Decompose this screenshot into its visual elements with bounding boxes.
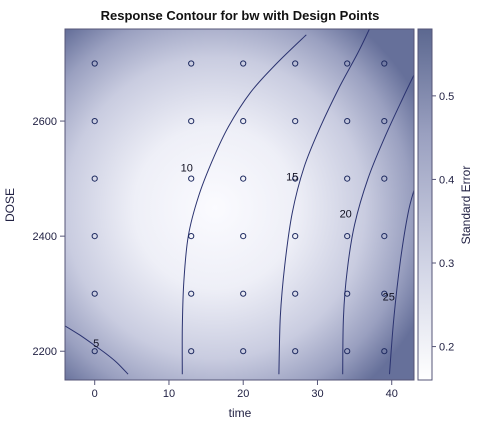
y-tick-label: 2200 xyxy=(33,346,57,358)
design-point xyxy=(381,290,388,297)
design-point xyxy=(381,233,388,240)
contour-line-10 xyxy=(181,34,307,375)
colorbar-tick-label: 0.5 xyxy=(439,91,454,103)
design-point xyxy=(188,175,195,182)
x-tick-label: 20 xyxy=(237,388,249,400)
design-point xyxy=(91,60,98,67)
design-point xyxy=(91,348,98,355)
design-point xyxy=(91,118,98,125)
colorbar-title: Standard Error xyxy=(459,166,473,245)
design-point xyxy=(292,290,299,297)
design-point xyxy=(381,60,388,67)
design-point xyxy=(344,348,351,355)
colorbar-tick-label: 0.3 xyxy=(439,258,454,270)
design-point xyxy=(344,175,351,182)
design-point xyxy=(188,60,195,67)
design-points xyxy=(91,60,388,355)
design-point xyxy=(292,175,299,182)
y-axis-title: DOSE xyxy=(3,188,17,222)
response-surface xyxy=(65,29,414,380)
design-point xyxy=(240,233,247,240)
contour-label-10: 10 xyxy=(181,163,193,175)
x-tick-label: 40 xyxy=(386,388,398,400)
design-point xyxy=(240,290,247,297)
design-point xyxy=(240,348,247,355)
y-tick-label: 2400 xyxy=(33,231,57,243)
design-point xyxy=(344,233,351,240)
design-point xyxy=(91,290,98,297)
contour-label-5: 5 xyxy=(93,338,99,350)
contour-lines xyxy=(65,29,414,375)
colorbar-ticks: 0.2 0.3 0.4 0.5 xyxy=(432,91,454,354)
design-point xyxy=(344,60,351,67)
design-point xyxy=(91,233,98,240)
x-axis-title: time xyxy=(229,406,252,420)
design-point xyxy=(188,233,195,240)
design-point xyxy=(91,175,98,182)
design-point xyxy=(188,290,195,297)
design-point xyxy=(381,118,388,125)
design-point xyxy=(240,175,247,182)
design-point xyxy=(292,348,299,355)
design-point xyxy=(240,60,247,67)
design-point xyxy=(188,118,195,125)
design-point xyxy=(188,348,195,355)
design-point xyxy=(292,233,299,240)
x-tick-label: 30 xyxy=(311,388,323,400)
contour-line-15 xyxy=(278,29,370,375)
design-point xyxy=(292,60,299,67)
y-axis: 2200 2400 2600 xyxy=(33,116,65,358)
contour-line-5 xyxy=(65,325,129,375)
chart-title: Response Contour for bw with Design Poin… xyxy=(101,8,380,23)
x-tick-label: 0 xyxy=(92,388,98,400)
x-tick-label: 10 xyxy=(163,388,175,400)
contour-labels: 5 10 15 20 25 xyxy=(93,163,395,351)
contour-line-20 xyxy=(342,74,414,375)
x-axis: 0 10 20 30 40 xyxy=(92,380,398,400)
contour-label-15: 15 xyxy=(286,171,298,183)
y-tick-label: 2600 xyxy=(33,116,57,128)
design-point xyxy=(292,118,299,125)
contour-line-25 xyxy=(389,189,414,375)
design-point xyxy=(344,290,351,297)
design-point xyxy=(344,118,351,125)
design-point xyxy=(381,175,388,182)
plot-frame xyxy=(64,28,415,381)
contour-label-25: 25 xyxy=(383,292,395,304)
colorbar-tick-label: 0.4 xyxy=(439,174,454,186)
design-point xyxy=(381,348,388,355)
design-point xyxy=(240,118,247,125)
colorbar xyxy=(417,28,433,381)
contour-label-20: 20 xyxy=(340,209,352,221)
colorbar-tick-label: 0.2 xyxy=(439,342,454,354)
